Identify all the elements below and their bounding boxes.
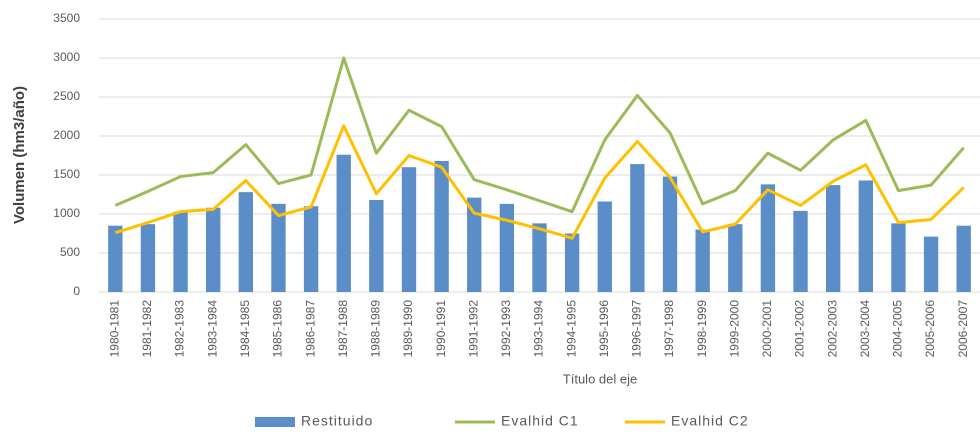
bar xyxy=(532,223,547,292)
x-tick-label: 1984-1985 xyxy=(238,300,252,358)
x-tick-label: 1994-1995 xyxy=(564,300,578,358)
y-tick-label: 0 xyxy=(73,284,80,298)
x-tick-label: 1987-1988 xyxy=(336,300,350,358)
legend-label: Evalhid C1 xyxy=(501,413,579,429)
x-tick-label: 1998-1999 xyxy=(695,300,709,358)
bar xyxy=(564,233,580,292)
bar xyxy=(597,201,612,292)
x-tick-label: 2000-2001 xyxy=(760,300,774,358)
bar xyxy=(303,206,319,292)
bar xyxy=(140,224,156,292)
bar xyxy=(238,192,254,292)
bar xyxy=(369,199,384,292)
bar xyxy=(793,210,808,292)
y-axis-title: Volumen (hm3/año) xyxy=(11,86,28,224)
bar xyxy=(206,207,221,292)
x-tick-label: 1997-1998 xyxy=(662,300,676,358)
x-tick-label: 1980-1981 xyxy=(107,300,121,358)
x-tick-label: 1986-1987 xyxy=(303,300,317,358)
x-tick-label: 1993-1994 xyxy=(532,300,546,358)
bar xyxy=(434,160,449,292)
x-tick-label: 1985-1986 xyxy=(271,300,285,358)
legend-swatch xyxy=(255,417,295,427)
x-tick-label: 2001-2002 xyxy=(793,300,807,358)
bar xyxy=(271,203,286,292)
x-tick-label: 1982-1983 xyxy=(173,300,187,358)
x-tick-label: 1996-1997 xyxy=(630,300,644,358)
bar xyxy=(401,167,417,292)
x-tick-label: 1983-1984 xyxy=(205,300,219,358)
bar xyxy=(923,236,939,292)
y-tick-label: 2000 xyxy=(53,128,80,142)
bar xyxy=(760,184,776,292)
bar xyxy=(728,224,743,292)
x-tick-label: 2006-2007 xyxy=(956,300,970,358)
x-tick-label: 1990-1991 xyxy=(434,300,448,358)
bar xyxy=(695,229,710,292)
x-tick-label: 2005-2006 xyxy=(923,300,937,358)
x-tick-label: 1989-1990 xyxy=(401,300,415,358)
x-tick-label: 1991-1992 xyxy=(466,300,480,358)
x-axis-title: Título del eje xyxy=(563,371,637,386)
x-tick-label: 2002-2003 xyxy=(825,300,839,358)
line xyxy=(114,56,965,214)
bar xyxy=(173,211,188,292)
bar xyxy=(336,154,351,292)
y-tick-label: 1000 xyxy=(53,206,80,220)
bar xyxy=(467,197,482,292)
x-tick-label: 1999-2000 xyxy=(727,300,741,358)
x-tick-label: 1981-1982 xyxy=(140,300,154,358)
legend-label: Restituido xyxy=(301,413,373,429)
bar xyxy=(858,180,873,292)
line xyxy=(114,124,965,240)
bar xyxy=(499,203,515,292)
y-tick-label: 3500 xyxy=(53,11,80,25)
x-tick-label: 2004-2005 xyxy=(891,300,905,358)
x-tick-label: 1992-1993 xyxy=(499,300,513,358)
y-tick-label: 500 xyxy=(60,245,80,259)
y-tick-label: 3000 xyxy=(53,50,80,64)
bar xyxy=(662,176,678,292)
bar xyxy=(630,164,645,292)
y-tick-label: 2500 xyxy=(53,89,80,103)
y-tick-label: 1500 xyxy=(53,167,80,181)
x-tick-label: 1988-1989 xyxy=(369,300,383,358)
x-tick-label: 1995-1996 xyxy=(597,300,611,358)
bar xyxy=(825,185,841,292)
legend-label: Evalhid C2 xyxy=(671,413,749,429)
bar xyxy=(956,225,971,292)
bar xyxy=(108,225,123,292)
x-tick-label: 2003-2004 xyxy=(858,300,872,358)
bar xyxy=(891,223,906,292)
